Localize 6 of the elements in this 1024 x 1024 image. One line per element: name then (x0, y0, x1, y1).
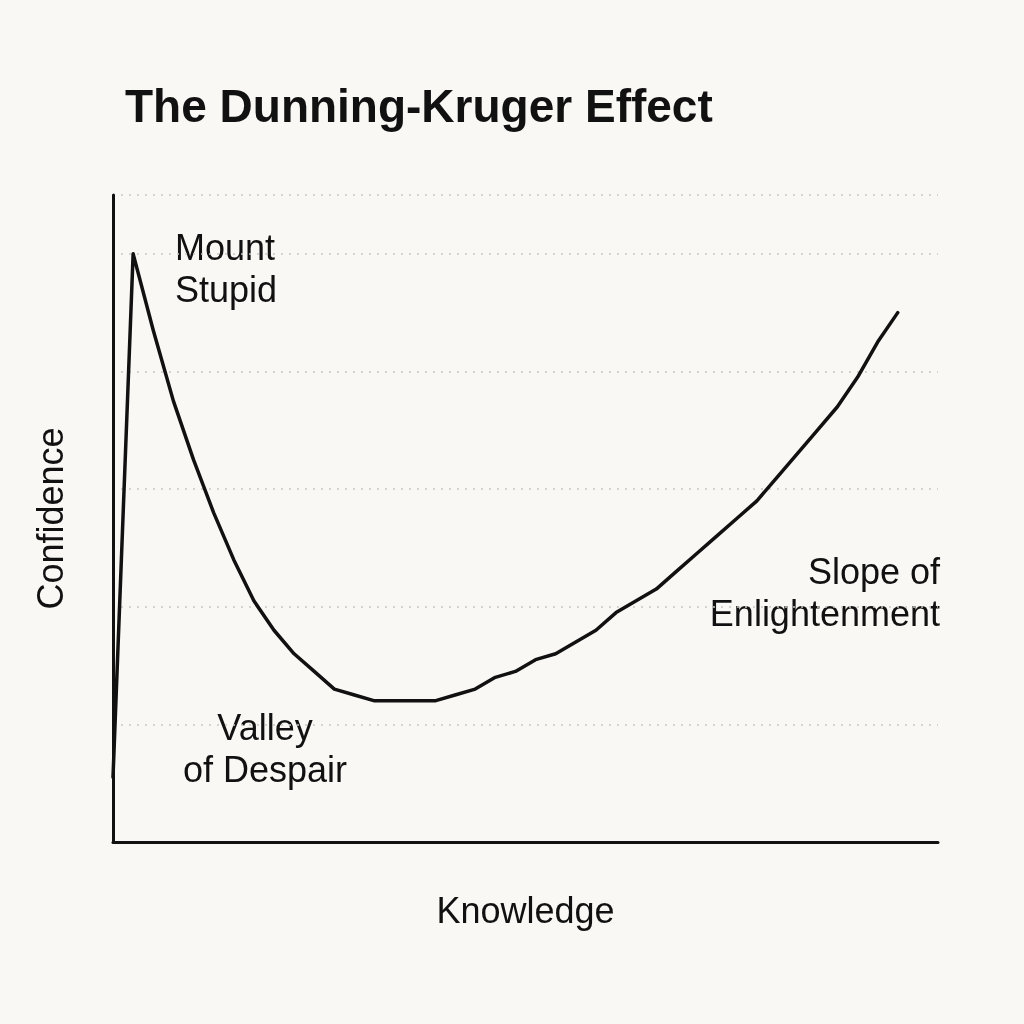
annotation: Slope of Enlightenment (709, 550, 941, 634)
chart-title: The Dunning-Kruger Effect (125, 80, 713, 132)
x-axis-title: Knowledge (436, 889, 615, 931)
annotation: Mount Stupid (175, 226, 278, 310)
annotation: Valley of Despair (182, 706, 348, 790)
y-axis-title: Confidence (29, 427, 71, 610)
